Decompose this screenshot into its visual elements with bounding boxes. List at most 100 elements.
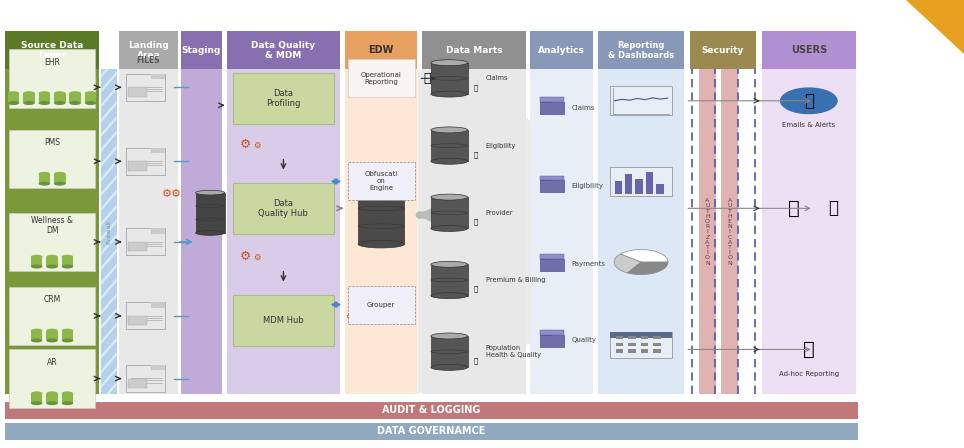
Bar: [431, 130, 468, 161]
Polygon shape: [101, 42, 117, 63]
Text: Reporting
& Dashboards: Reporting & Dashboards: [608, 41, 674, 60]
Ellipse shape: [431, 364, 468, 370]
Polygon shape: [101, 293, 117, 314]
Text: FILES: FILES: [137, 56, 160, 65]
Ellipse shape: [31, 339, 42, 342]
Text: Provider: Provider: [486, 210, 514, 216]
Ellipse shape: [31, 255, 42, 258]
Ellipse shape: [431, 91, 468, 97]
Bar: [181, 31, 222, 394]
Ellipse shape: [85, 101, 96, 105]
Bar: [540, 331, 564, 335]
Text: MDM Hub: MDM Hub: [263, 316, 304, 325]
Text: ⚙⚙: ⚙⚙: [162, 189, 181, 199]
Text: Data
Quality Hub: Data Quality Hub: [258, 198, 308, 218]
Bar: [646, 172, 654, 194]
Polygon shape: [101, 337, 117, 359]
Ellipse shape: [62, 392, 73, 395]
Ellipse shape: [85, 91, 96, 95]
Bar: [31, 257, 42, 267]
Bar: [46, 393, 58, 403]
Text: Quality: Quality: [572, 337, 597, 344]
Text: Obfuscati
on
Engine: Obfuscati on Engine: [364, 172, 398, 191]
Ellipse shape: [431, 261, 468, 267]
Bar: [39, 93, 50, 103]
Polygon shape: [101, 367, 117, 388]
Ellipse shape: [39, 182, 50, 185]
Text: ⚙: ⚙: [240, 250, 252, 263]
Bar: [151, 228, 165, 234]
Text: 💻: 💻: [789, 199, 800, 218]
Text: AR: AR: [46, 358, 58, 367]
Polygon shape: [101, 56, 117, 78]
Text: 📄: 📄: [473, 84, 477, 90]
Bar: [128, 242, 147, 251]
Bar: [62, 393, 73, 403]
Text: CRM: CRM: [43, 295, 61, 304]
Bar: [629, 349, 636, 353]
Text: Payments: Payments: [572, 261, 605, 267]
Bar: [530, 31, 593, 69]
Ellipse shape: [39, 172, 50, 176]
Ellipse shape: [39, 91, 50, 95]
Text: Grouper: Grouper: [367, 302, 395, 308]
Text: A
U
T
H
E
N
I
C
A
T
I
O
N: A U T H E N I C A T I O N: [727, 198, 733, 266]
Ellipse shape: [431, 127, 468, 133]
Ellipse shape: [196, 190, 225, 195]
Ellipse shape: [196, 231, 225, 235]
Polygon shape: [101, 116, 117, 137]
Bar: [540, 176, 564, 180]
Polygon shape: [101, 130, 117, 152]
Text: EDW: EDW: [368, 45, 394, 56]
Text: Source Data
Layer: Source Data Layer: [21, 41, 83, 60]
Polygon shape: [101, 12, 117, 34]
Bar: [540, 255, 551, 258]
Bar: [151, 148, 165, 153]
Bar: [530, 31, 593, 394]
Text: Eligibility: Eligibility: [572, 183, 603, 189]
Text: 📄: 📄: [473, 358, 477, 364]
Ellipse shape: [62, 265, 73, 268]
Bar: [654, 349, 661, 353]
Bar: [762, 31, 856, 69]
Bar: [126, 148, 165, 175]
Bar: [762, 31, 856, 394]
Bar: [5, 402, 858, 419]
Text: Firewall: Firewall: [106, 220, 112, 244]
Ellipse shape: [39, 101, 50, 105]
Bar: [348, 162, 415, 200]
Bar: [126, 74, 165, 101]
Text: PMS: PMS: [44, 138, 60, 147]
Bar: [128, 161, 147, 171]
Text: ⚙: ⚙: [345, 312, 354, 322]
Bar: [227, 31, 340, 394]
Text: ⚙: ⚙: [254, 141, 261, 150]
Ellipse shape: [62, 255, 73, 258]
Bar: [540, 331, 551, 335]
Ellipse shape: [431, 293, 468, 299]
Polygon shape: [101, 145, 117, 167]
Polygon shape: [101, 278, 117, 300]
Bar: [227, 31, 340, 69]
Bar: [62, 331, 73, 340]
Text: ⚙: ⚙: [254, 253, 261, 262]
Bar: [540, 98, 564, 102]
Bar: [610, 167, 673, 196]
Bar: [196, 193, 225, 233]
Text: Ad-hoc Reporting: Ad-hoc Reporting: [779, 371, 839, 377]
Bar: [598, 31, 684, 394]
Ellipse shape: [23, 91, 35, 95]
Bar: [119, 31, 178, 69]
Bar: [540, 180, 564, 193]
Bar: [54, 93, 66, 103]
Bar: [5, 423, 858, 440]
Bar: [85, 93, 96, 103]
Ellipse shape: [46, 392, 58, 395]
Ellipse shape: [431, 60, 468, 66]
Polygon shape: [906, 0, 964, 54]
Ellipse shape: [62, 401, 73, 405]
Text: 📄: 📄: [473, 151, 477, 158]
Bar: [128, 316, 147, 325]
Polygon shape: [101, 308, 117, 329]
Ellipse shape: [31, 329, 42, 332]
